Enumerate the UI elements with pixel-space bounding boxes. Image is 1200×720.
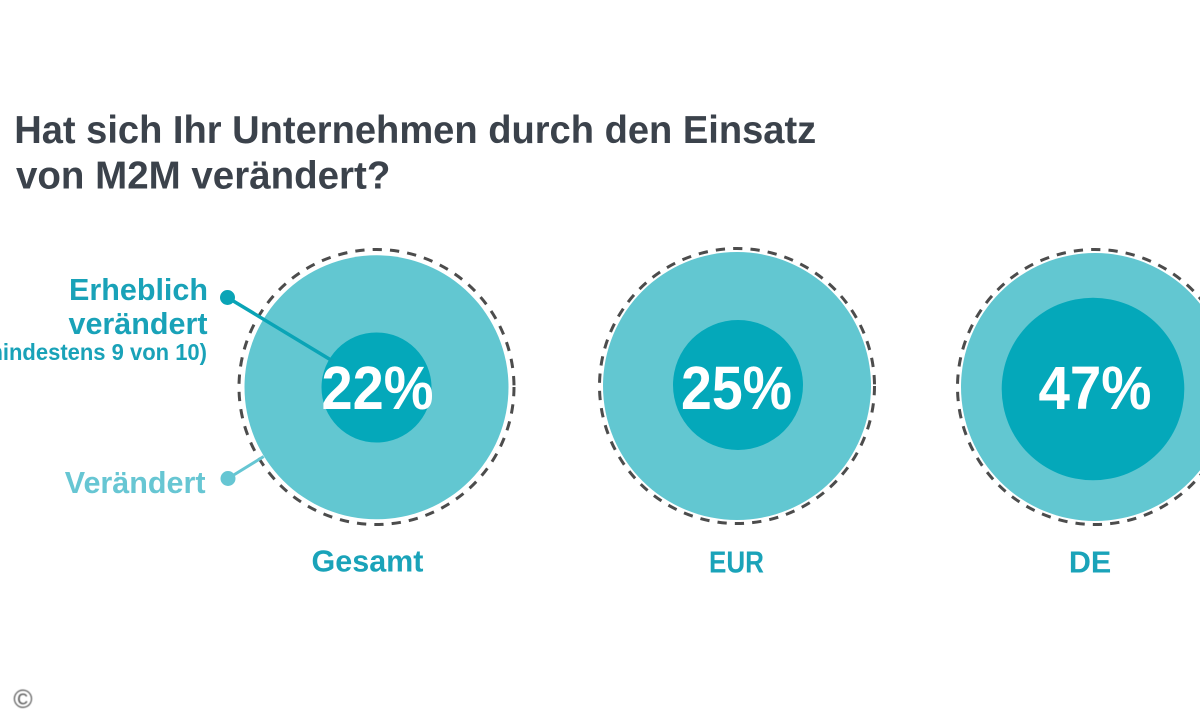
svg-text:(mindestens 9 von 10): (mindestens 9 von 10) — [0, 339, 207, 365]
svg-text:25%: 25% — [681, 354, 792, 423]
svg-text:Verändert: Verändert — [65, 466, 206, 500]
svg-text:EUR: EUR — [709, 546, 764, 580]
svg-text:47%: 47% — [1039, 354, 1152, 423]
svg-text:verändert: verändert — [68, 307, 207, 341]
svg-text:Gesamt: Gesamt — [312, 545, 424, 579]
svg-text:Hat sich Ihr Unternehmen durch: Hat sich Ihr Unternehmen durch den Einsa… — [14, 109, 816, 152]
svg-text:Erheblich: Erheblich — [69, 273, 208, 307]
svg-text:DE: DE — [1069, 546, 1111, 580]
svg-text:22%: 22% — [322, 354, 434, 423]
svg-text:von M2M verändert?: von M2M verändert? — [16, 155, 390, 198]
